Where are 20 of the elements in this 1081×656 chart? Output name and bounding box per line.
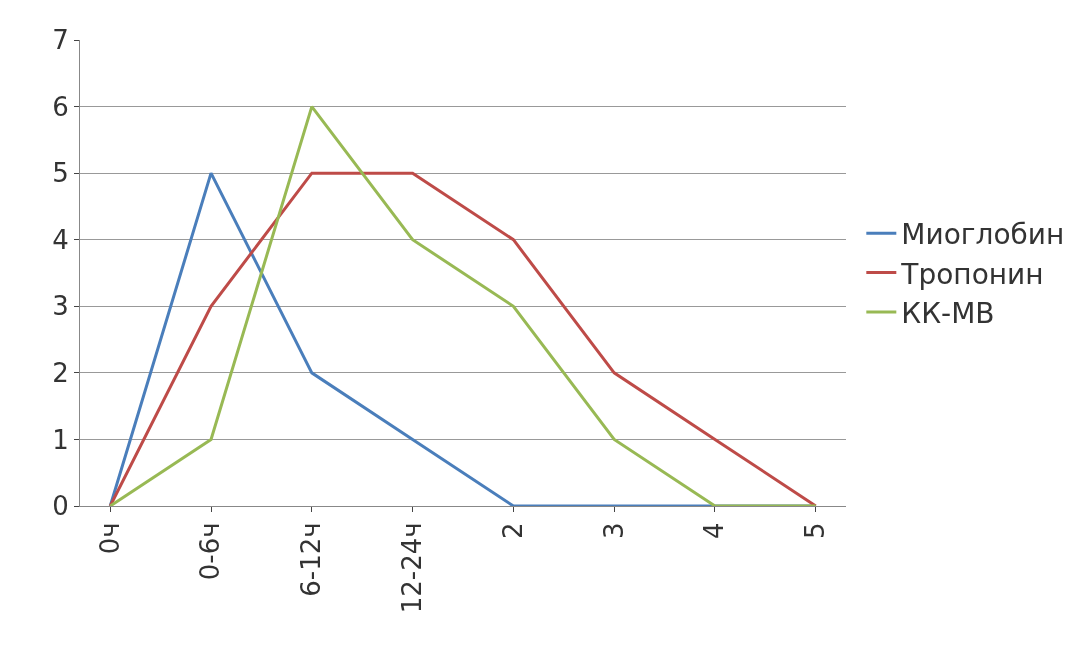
x-tick-label: 12-24ч bbox=[397, 522, 428, 614]
y-tick-label: 3 bbox=[52, 291, 69, 322]
y-tick-label: 5 bbox=[52, 158, 69, 189]
x-tick-label: 2 bbox=[497, 522, 528, 539]
x-tick-label: 3 bbox=[598, 522, 629, 539]
y-tick-label: 0 bbox=[52, 491, 69, 522]
y-tick-label: 6 bbox=[52, 91, 69, 122]
x-tick-label: 4 bbox=[699, 522, 730, 539]
y-tick-label: 2 bbox=[52, 357, 69, 388]
x-tick-label: 0ч bbox=[94, 522, 125, 555]
y-tick-label: 7 bbox=[52, 25, 69, 56]
x-tick-label: 6-12ч bbox=[296, 522, 327, 597]
y-tick-label: 4 bbox=[52, 224, 69, 255]
x-tick-label: 5 bbox=[800, 522, 831, 539]
y-tick-label: 1 bbox=[52, 424, 69, 455]
legend-label: Тропонин bbox=[900, 257, 1044, 291]
x-tick-label: 0-6ч bbox=[195, 522, 226, 581]
legend-label: Миоглобин bbox=[901, 218, 1065, 252]
line-series bbox=[108, 105, 818, 506]
legend-label: КК-МВ bbox=[901, 296, 995, 330]
